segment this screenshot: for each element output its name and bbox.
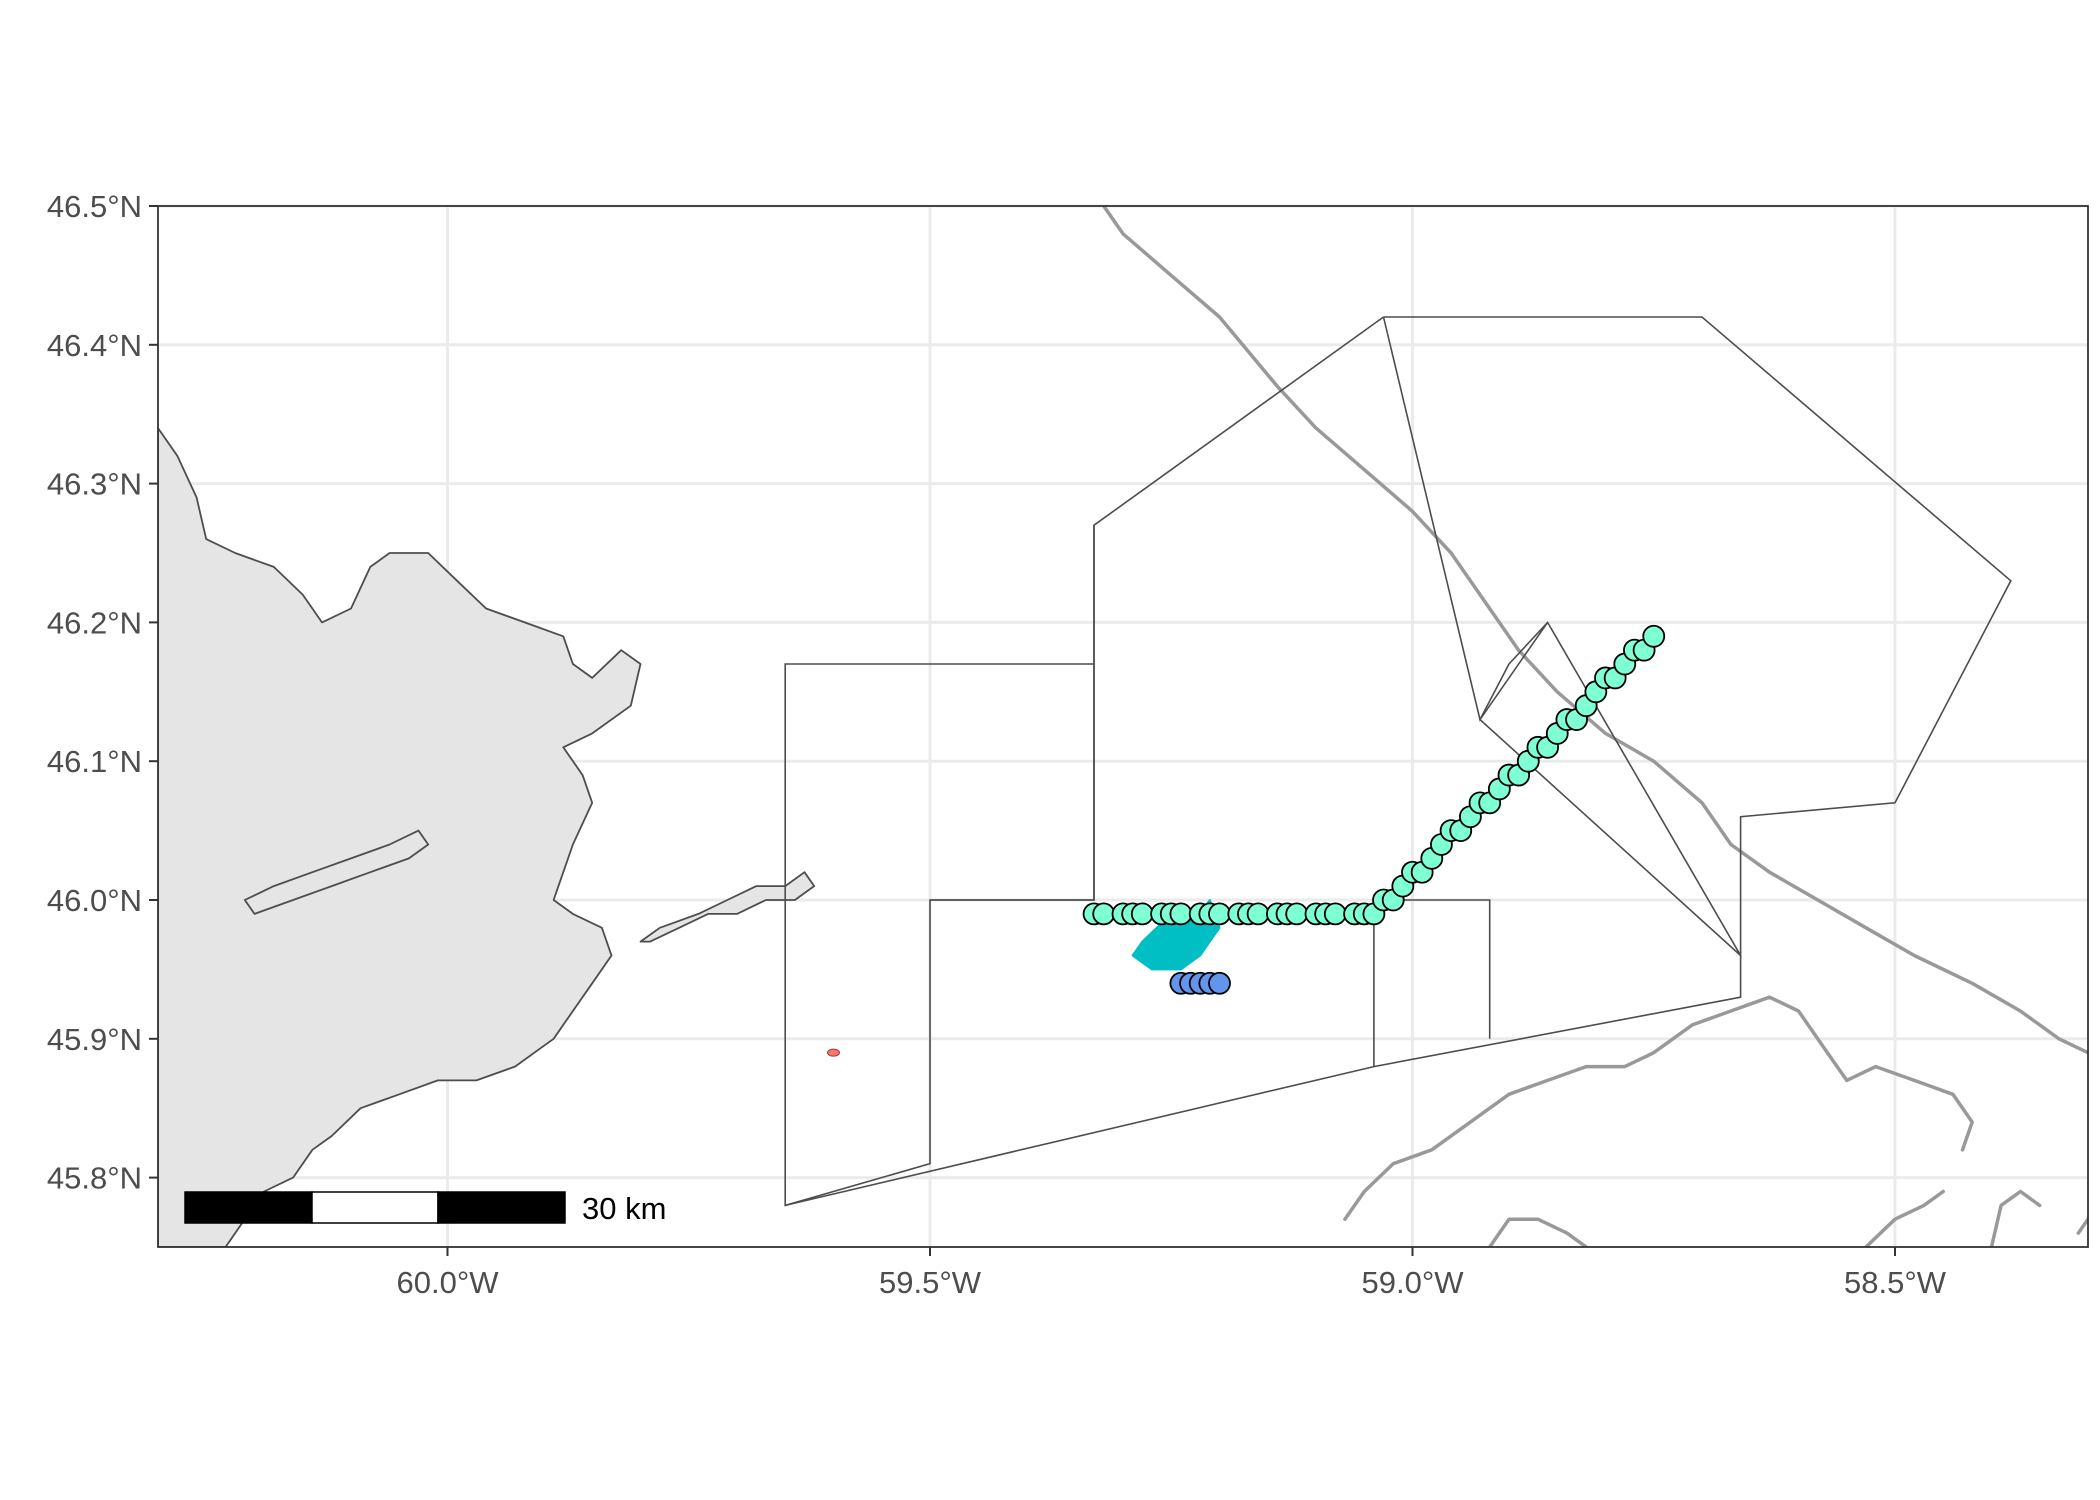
- scale-bar-segment-1: [184, 1191, 313, 1224]
- x-tick-label-3: 58.5°W: [1844, 1265, 1947, 1300]
- points-layer: [1082, 624, 1666, 995]
- zone-layer: [784, 316, 2012, 1207]
- y-tick-label-3: 46.2°N: [47, 605, 142, 640]
- scale-bar-label: 30 km: [582, 1191, 666, 1226]
- x-tick-label-0: 60.0°W: [397, 1265, 500, 1300]
- ticks-layer: 60.0°W 59.5°W 59.0°W 58.5°W 46.5°N 46.4°N 46.3…: [47, 189, 1947, 1300]
- series-0-point-13: [1246, 902, 1270, 926]
- scale-bar-segment-3: [437, 1191, 566, 1224]
- y-tick-label-1: 46.4°N: [47, 328, 142, 363]
- series-1-point-4: [1208, 971, 1231, 995]
- y-tick-label-5: 46.0°N: [47, 883, 142, 918]
- red-feature-0: [827, 1048, 840, 1057]
- land-polygon-1: [639, 871, 816, 943]
- series-0-point-1: [1092, 902, 1116, 926]
- x-tick-label-1: 59.5°W: [879, 1265, 982, 1300]
- y-tick-label-6: 45.9°N: [47, 1022, 142, 1057]
- zone-outline-4: [785, 621, 1742, 1207]
- y-tick-label-7: 45.8°N: [47, 1161, 142, 1196]
- boundary-line-4: [1989, 1189, 2042, 1247]
- y-tick-label-4: 46.1°N: [47, 744, 142, 779]
- series-0-point-7: [1169, 902, 1193, 926]
- x-tick-label-2: 59.0°W: [1362, 1265, 1465, 1300]
- series-0-point-4: [1130, 902, 1154, 926]
- land-layer: [158, 427, 816, 1247]
- boundary-line-5: [2076, 1217, 2088, 1235]
- scale-bar-segment-2: [311, 1191, 439, 1224]
- series-0-point-19: [1323, 902, 1347, 926]
- boundary-line-2: [1487, 1217, 1588, 1247]
- zone-outline-3: [930, 316, 1384, 901]
- y-tick-label-0: 46.5°N: [47, 189, 142, 224]
- land-polygon-0: [158, 427, 642, 1247]
- y-tick-label-2: 46.3°N: [47, 467, 142, 502]
- zone-outline-1: [1382, 316, 2012, 959]
- land-polygon-2: [243, 829, 430, 915]
- series-0-point-10: [1208, 902, 1231, 926]
- boundary-line-3: [1864, 1189, 1945, 1247]
- red-feature-layer: [827, 1048, 840, 1057]
- boundary-line-1: [1343, 995, 1974, 1221]
- panel-border: [157, 205, 2089, 1248]
- scale-bar: 30 km: [184, 1191, 666, 1226]
- series-0-point-16: [1285, 902, 1309, 926]
- zone-outline-0: [1373, 899, 1491, 1067]
- series-0-point-51: [1642, 624, 1666, 648]
